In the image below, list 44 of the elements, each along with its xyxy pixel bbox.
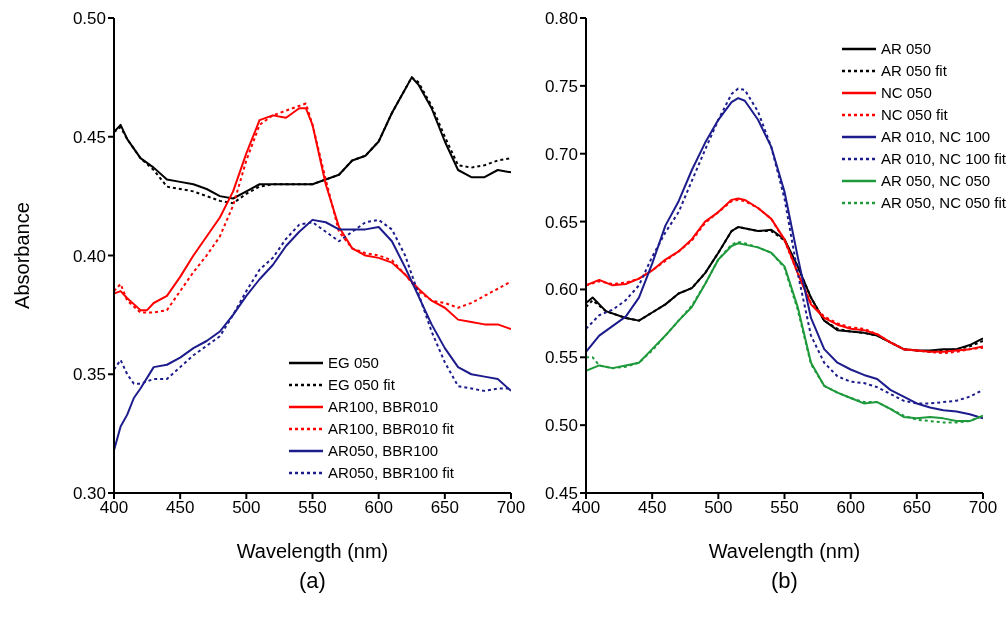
legend-label: AR100, BBR010 fit [328, 419, 454, 439]
x-tick-label: 650 [902, 498, 932, 518]
legend-label: EG 050 [328, 353, 379, 373]
x-tick-label: 550 [298, 498, 327, 518]
legend-label: AR 050, NC 050 [880, 171, 991, 191]
y-tick-label: 0.80 [544, 9, 578, 29]
text: (b) [770, 568, 799, 594]
legend-label: AR 050, NC 050 fit [880, 193, 1006, 213]
y-tick-label: 0.75 [544, 76, 578, 96]
text: (a) [298, 568, 327, 594]
y-tick-label: 0.60 [544, 280, 578, 300]
x-tick-label: 600 [364, 498, 393, 518]
legend-label: NC 050 fit [880, 105, 948, 125]
x-tick-label: 450 [165, 498, 195, 518]
x-tick-label: 700 [968, 498, 998, 518]
y-axis-title: Absorbance [11, 202, 34, 309]
legend-label: AR100, BBR010 [328, 397, 439, 417]
x-tick-label: 600 [836, 498, 865, 518]
y-tick-label: 0.45 [72, 127, 106, 147]
x-tick-label: 500 [232, 498, 261, 518]
x-axis-title: Wavelength (nm) [708, 540, 861, 562]
y-tick-label: 0.40 [72, 246, 106, 266]
legend-label: AR050, BBR100 [328, 441, 439, 461]
x-tick-label: 550 [770, 498, 799, 518]
y-tick-label: 0.65 [544, 212, 578, 232]
x-tick-label: 400 [99, 498, 129, 518]
legend-label: AR 010, NC 100 fit [880, 149, 1006, 169]
legend-label: AR 050 [880, 39, 931, 59]
x-tick-label: 400 [571, 498, 601, 518]
y-tick-label: 0.70 [544, 144, 578, 164]
y-tick-label: 0.50 [544, 416, 578, 436]
legend-label: EG 050 fit [328, 375, 395, 395]
legend-label: AR050, BBR100 fit [328, 463, 454, 483]
x-tick-label: 500 [704, 498, 733, 518]
y-tick-label: 0.50 [72, 9, 106, 29]
x-tick-label: 700 [496, 498, 526, 518]
x-axis-title: Wavelength (nm) [236, 540, 389, 562]
legend-label: AR 050 fit [880, 61, 947, 81]
legend-label: NC 050 [880, 83, 932, 103]
legend-label: AR 010, NC 100 [880, 127, 991, 147]
x-tick-label: 650 [430, 498, 460, 518]
x-tick-label: 450 [637, 498, 667, 518]
y-tick-label: 0.35 [72, 365, 106, 385]
y-tick-label: 0.55 [544, 348, 578, 368]
